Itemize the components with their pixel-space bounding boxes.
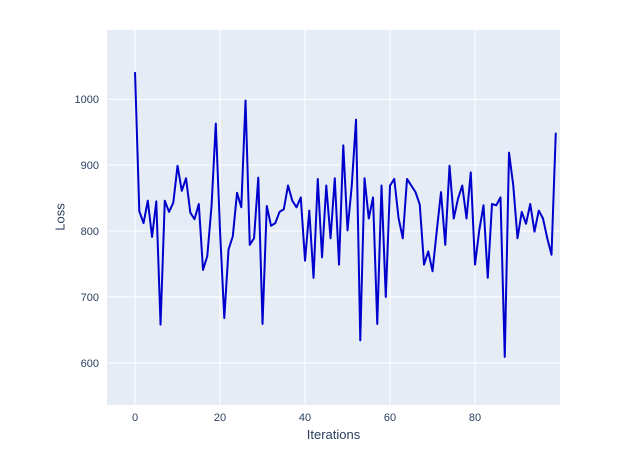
y-tick-label: 700 bbox=[81, 292, 99, 304]
x-tick-label: 0 bbox=[132, 412, 138, 424]
y-tick-label: 600 bbox=[81, 358, 99, 370]
x-tick-label: 40 bbox=[299, 412, 311, 424]
x-tick-label: 60 bbox=[384, 412, 396, 424]
x-axis-label: Iterations bbox=[306, 427, 361, 442]
y-tick-label: 900 bbox=[81, 160, 99, 172]
x-tick-label: 80 bbox=[469, 412, 481, 424]
loss-line-series bbox=[134, 71, 557, 358]
y-tick-label: 800 bbox=[81, 226, 99, 238]
y-tick-label: 1000 bbox=[75, 94, 99, 106]
y-axis-label: Loss bbox=[52, 203, 68, 231]
x-tick-label: 20 bbox=[214, 412, 226, 424]
